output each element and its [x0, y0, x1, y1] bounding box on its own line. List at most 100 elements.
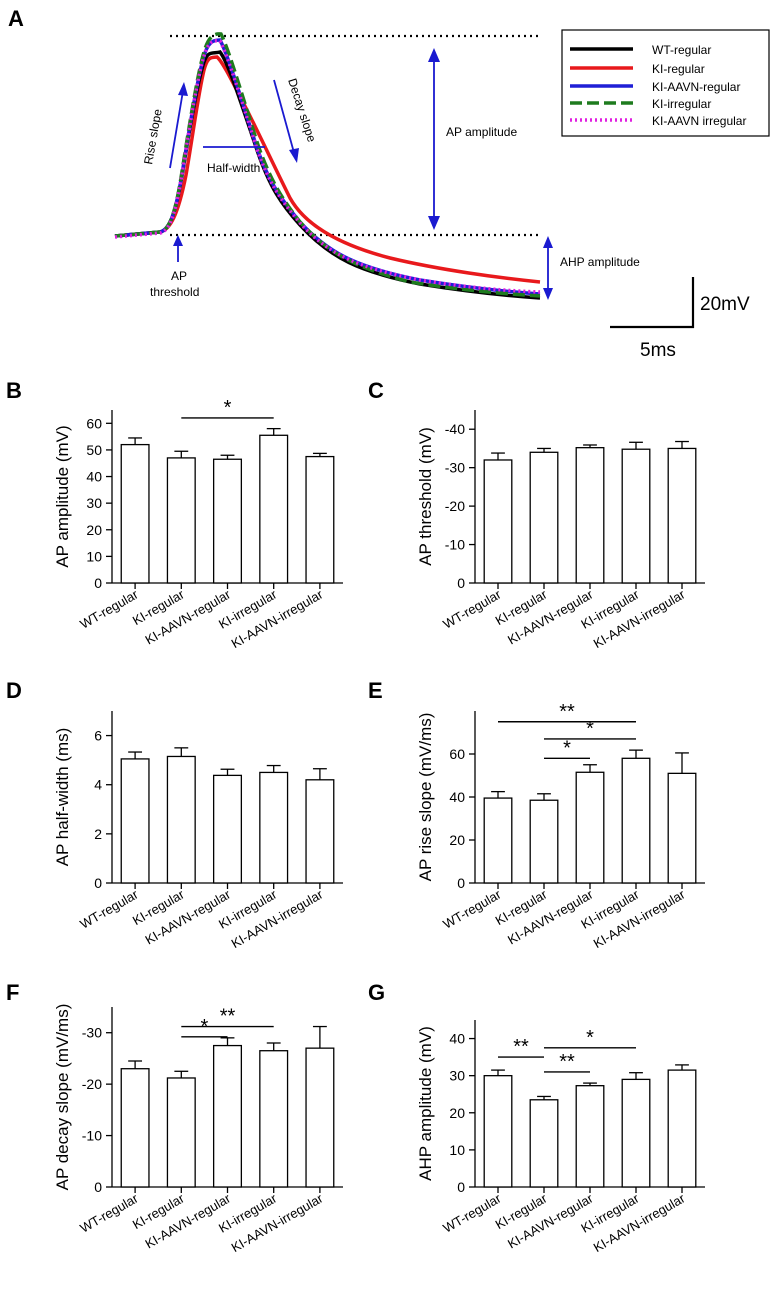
y-tick-label-b: 30 — [86, 495, 102, 511]
bar-b — [212, 458, 243, 584]
significance-label-g: ** — [559, 1051, 575, 1073]
ap-amplitude-label: AP amplitude — [446, 125, 517, 139]
ap-threshold-label-line2: threshold — [150, 285, 199, 299]
panel-c: C 0 -10 -20 -30 -40 AP threshold (mV) WT-regula… — [368, 378, 705, 651]
decay-slope-arrow — [273, 79, 297, 161]
y-tick-label-g: 20 — [449, 1105, 465, 1121]
y-axis-label-e: AP rise slope (mV/ms) — [416, 713, 435, 882]
decay-slope-arrowhead — [289, 148, 299, 163]
bar-g — [575, 1085, 605, 1188]
ahp-amplitude-label: AHP amplitude — [560, 255, 640, 269]
significance-label-f: ** — [220, 1006, 236, 1028]
y-tick-label-e: 40 — [449, 789, 465, 805]
bar-f — [259, 1050, 289, 1188]
scale-bar-voltage-label: 20mV — [700, 294, 750, 315]
decay-slope-label: Decay slope — [285, 77, 319, 144]
bar-b — [166, 457, 196, 584]
legend-label-ki-irregular: KI-irregular — [652, 97, 711, 111]
y-tick-label-e: 20 — [449, 832, 465, 848]
y-tick-label-b: 20 — [86, 522, 102, 538]
y-tick-label-e: 0 — [457, 875, 465, 891]
x-tick-label-e: WT-regular — [440, 886, 504, 931]
bar-d — [212, 774, 243, 884]
y-tick-label-f: 0 — [94, 1179, 102, 1195]
y-axis-label-f: AP decay slope (mV/ms) — [53, 1004, 72, 1191]
trace-ki-aavn-irregular — [114, 39, 541, 294]
y-tick-label-g: 30 — [449, 1068, 465, 1084]
legend-label-ki-aavn-irregular: KI-AAVN irregular — [652, 114, 746, 128]
ap-threshold-arrowhead — [173, 235, 183, 246]
y-tick-label-b: 0 — [94, 575, 102, 591]
x-tick-label-g: WT-regular — [440, 1190, 504, 1235]
bar-b — [259, 434, 289, 584]
rise-slope-arrowhead — [178, 82, 188, 96]
ahp-amplitude-arrowhead-down — [543, 288, 553, 300]
panel-letter-c: C — [368, 378, 384, 403]
panel-letter-a: A — [8, 6, 24, 31]
ahp-amplitude-arrowhead-up — [543, 236, 553, 248]
ap-amplitude-arrowhead-down — [428, 216, 440, 230]
y-tick-label-g: 10 — [449, 1142, 465, 1158]
y-axis-label-d: AP half-width (ms) — [53, 728, 72, 867]
bar-e — [529, 799, 559, 884]
bar-f — [212, 1044, 243, 1188]
bar-f — [166, 1077, 196, 1188]
panel-letter-e: E — [368, 678, 383, 703]
y-tick-label-d: 6 — [94, 728, 102, 744]
significance-label-b: * — [224, 397, 232, 419]
y-tick-label-c: 0 — [457, 575, 465, 591]
y-axis-label-c: AP threshold (mV) — [416, 427, 435, 566]
bar-e — [483, 797, 513, 884]
significance-label-e: * — [563, 737, 571, 759]
ap-amplitude-arrowhead-up — [428, 48, 440, 62]
y-tick-label-c: -30 — [445, 460, 465, 476]
bar-e — [621, 757, 651, 884]
y-tick-label-d: 0 — [94, 875, 102, 891]
bar-g — [621, 1078, 651, 1188]
legend: WT-regular KI-regular KI-AAVN-regular KI… — [561, 29, 770, 137]
panel-a: A Rise slope Decay slope Half-width AP — [8, 6, 770, 361]
x-tick-label-c: WT-regular — [440, 586, 504, 631]
panel-letter-d: D — [6, 678, 22, 703]
panel-letter-b: B — [6, 378, 22, 403]
bar-f — [305, 1047, 335, 1188]
significance-label-g: * — [586, 1027, 594, 1049]
y-tick-label-c: -20 — [445, 498, 465, 514]
rise-slope-label: Rise slope — [141, 108, 165, 166]
bar-f — [120, 1068, 150, 1188]
scale-bar-time-label: 5ms — [640, 340, 676, 361]
y-axis-label-b: AP amplitude (mV) — [53, 425, 72, 567]
panel-letter-f: F — [6, 980, 19, 1005]
y-tick-label-g: 40 — [449, 1031, 465, 1047]
bar-c — [621, 448, 651, 584]
y-tick-label-d: 4 — [94, 777, 102, 793]
bar-b — [305, 455, 335, 584]
bar-c — [667, 447, 697, 584]
x-tick-label-d: WT-regular — [77, 886, 141, 931]
bar-d — [305, 779, 335, 884]
bar-g — [529, 1099, 559, 1188]
bar-e — [575, 771, 605, 884]
legend-label-ki-regular: KI-regular — [652, 62, 705, 76]
x-tick-label-b: WT-regular — [77, 586, 141, 631]
bar-b — [120, 443, 150, 584]
half-width-label: Half-width — [207, 161, 260, 175]
legend-label-wt-regular: WT-regular — [652, 43, 711, 57]
bar-c — [529, 451, 559, 584]
y-tick-label-f: -20 — [82, 1076, 102, 1092]
bar-c — [483, 459, 513, 584]
y-tick-label-c: -40 — [445, 421, 465, 437]
bar-g — [483, 1075, 513, 1188]
y-tick-label-f: -30 — [82, 1025, 102, 1041]
y-tick-label-b: 60 — [86, 415, 102, 431]
bar-d — [259, 771, 289, 884]
y-tick-label-g: 0 — [457, 1179, 465, 1195]
rise-slope-arrow — [169, 84, 185, 169]
panel-b: B 0 10 20 30 40 50 60 AP amplitude (mV) WT-regula… — [6, 378, 343, 651]
panel-letter-g: G — [368, 980, 385, 1005]
